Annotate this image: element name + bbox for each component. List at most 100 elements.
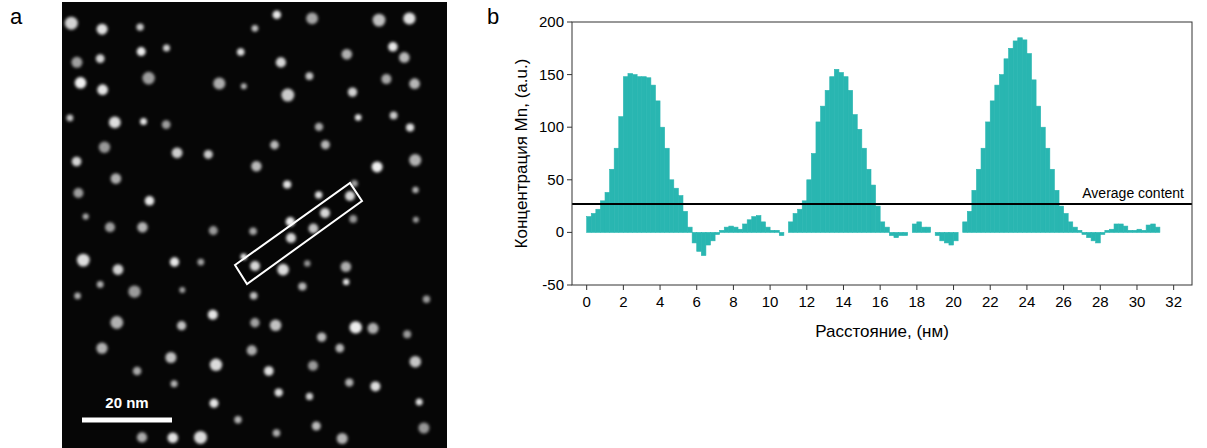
bar (775, 230, 780, 232)
particle (348, 87, 357, 96)
bar (766, 227, 771, 232)
particle (137, 47, 146, 56)
particle (109, 117, 121, 129)
particle (105, 222, 115, 232)
bar (706, 232, 711, 245)
bar (903, 232, 908, 235)
bar (972, 190, 977, 232)
bar (940, 232, 945, 240)
bar (697, 232, 702, 251)
bar (1128, 230, 1133, 232)
particle (399, 52, 410, 63)
particle (281, 89, 294, 102)
particle (171, 380, 178, 387)
particle (270, 320, 282, 332)
x-tick-label: 18 (909, 293, 926, 310)
particle (342, 49, 353, 60)
dots (65, 10, 430, 444)
particle (264, 366, 274, 376)
x-tick (990, 285, 991, 290)
panel-label: b (487, 4, 499, 29)
particle (194, 431, 207, 444)
bar (1050, 169, 1055, 232)
bar (779, 232, 784, 235)
particle (142, 72, 155, 85)
particle (345, 379, 353, 387)
x-tick (660, 285, 661, 290)
x-tick (916, 285, 917, 290)
bar (967, 211, 972, 232)
x-tick-label: 30 (1129, 293, 1146, 310)
bar (995, 85, 1000, 232)
bar (761, 222, 766, 233)
bar (816, 122, 821, 232)
particle (145, 196, 155, 206)
bar (655, 101, 660, 233)
profile-box (235, 183, 362, 284)
particle (75, 77, 87, 89)
panel-label: a (10, 4, 23, 29)
particle (341, 261, 352, 272)
bar (651, 85, 656, 232)
particle (304, 260, 310, 266)
particle (409, 154, 421, 166)
plot-frame (572, 22, 1192, 285)
particle (368, 323, 379, 334)
x-tick (1173, 285, 1174, 290)
bar (1132, 230, 1137, 232)
bar (986, 122, 991, 232)
bar (889, 232, 894, 235)
bar (885, 227, 890, 232)
bar (720, 230, 725, 232)
x-tick (880, 285, 881, 290)
particle (162, 120, 171, 129)
bars (587, 38, 1160, 256)
bar (587, 217, 592, 233)
x-tick (806, 285, 807, 290)
bar (633, 75, 638, 233)
x-tick (953, 285, 954, 290)
particle (381, 74, 391, 84)
bar (770, 230, 775, 232)
x-tick (1136, 285, 1137, 290)
bar (1077, 230, 1082, 232)
particle (137, 222, 147, 232)
bar (1045, 148, 1050, 232)
x-tick (586, 285, 587, 290)
bar (1146, 225, 1151, 232)
x-tick-label: 10 (762, 293, 779, 310)
particle (406, 124, 414, 132)
bar (646, 78, 651, 233)
bar (701, 232, 706, 255)
x-tick (1100, 285, 1101, 290)
bar (908, 232, 913, 233)
bar (1082, 232, 1087, 234)
bar (866, 169, 871, 232)
particle (403, 330, 411, 338)
x-axis-title: Расстояние, (нм) (815, 322, 949, 341)
particle (210, 359, 222, 371)
particle (273, 429, 281, 437)
x-tick-label: 32 (1165, 293, 1182, 310)
bar (976, 169, 981, 232)
average-line (572, 203, 1192, 205)
bar (793, 213, 798, 232)
bar (1105, 230, 1110, 232)
x-tick (696, 285, 697, 290)
bar (1064, 213, 1069, 232)
bar (1041, 127, 1046, 232)
bar (1123, 226, 1128, 232)
bar (949, 232, 954, 245)
y-tick-label: 200 (539, 13, 564, 30)
bar (931, 232, 936, 233)
bar (1087, 232, 1092, 237)
particle (286, 233, 296, 243)
bar (637, 77, 642, 233)
bar (1100, 232, 1105, 234)
x-tick-label: 16 (872, 293, 889, 310)
particle (213, 77, 225, 89)
particle (128, 285, 140, 297)
particle (209, 226, 218, 235)
bar (733, 227, 738, 232)
x-tick-label: 24 (1019, 293, 1036, 310)
